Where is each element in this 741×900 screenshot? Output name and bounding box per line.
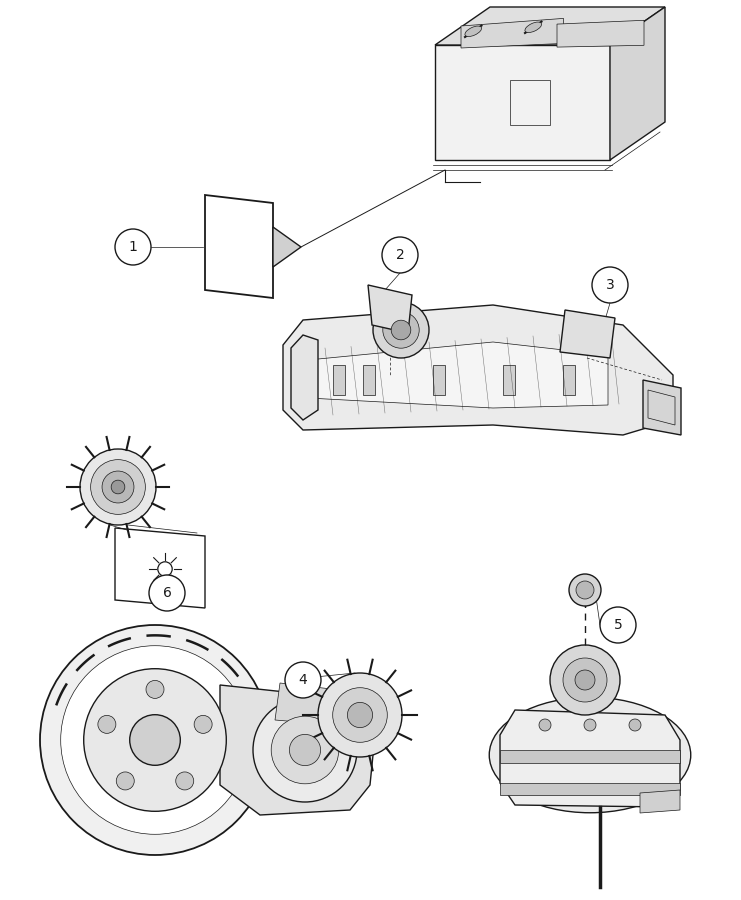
Polygon shape: [283, 305, 673, 435]
Circle shape: [290, 734, 321, 766]
Circle shape: [98, 716, 116, 733]
Polygon shape: [500, 710, 680, 807]
Polygon shape: [643, 380, 681, 435]
Circle shape: [176, 772, 193, 790]
Text: 6: 6: [162, 586, 171, 600]
Ellipse shape: [525, 22, 542, 32]
Polygon shape: [560, 310, 615, 358]
Circle shape: [194, 716, 212, 733]
Circle shape: [84, 669, 226, 811]
Circle shape: [115, 229, 151, 265]
Circle shape: [271, 716, 339, 784]
Polygon shape: [273, 227, 301, 267]
Polygon shape: [275, 683, 340, 725]
Text: 4: 4: [299, 673, 308, 687]
Circle shape: [40, 625, 270, 855]
Polygon shape: [461, 18, 563, 48]
Circle shape: [116, 772, 134, 790]
Circle shape: [575, 670, 595, 690]
Circle shape: [146, 680, 164, 698]
Circle shape: [592, 267, 628, 303]
Polygon shape: [640, 790, 680, 813]
Circle shape: [629, 719, 641, 731]
Circle shape: [550, 645, 620, 715]
Text: 2: 2: [396, 248, 405, 262]
Circle shape: [584, 719, 596, 731]
Polygon shape: [610, 7, 665, 160]
Circle shape: [563, 658, 607, 702]
Circle shape: [348, 702, 373, 727]
Circle shape: [383, 311, 419, 348]
Circle shape: [576, 581, 594, 599]
Circle shape: [80, 449, 156, 525]
Polygon shape: [500, 750, 680, 763]
Polygon shape: [333, 365, 345, 395]
Polygon shape: [435, 45, 610, 160]
Circle shape: [61, 645, 249, 834]
Circle shape: [285, 662, 321, 698]
Circle shape: [569, 574, 601, 606]
Circle shape: [253, 698, 357, 802]
Ellipse shape: [489, 698, 691, 813]
Circle shape: [539, 719, 551, 731]
Circle shape: [600, 607, 636, 643]
Circle shape: [111, 481, 124, 494]
Circle shape: [130, 715, 180, 765]
Text: 5: 5: [614, 618, 622, 632]
Circle shape: [382, 237, 418, 273]
Text: 1: 1: [128, 240, 137, 254]
Circle shape: [102, 471, 134, 503]
Circle shape: [373, 302, 429, 358]
Polygon shape: [563, 365, 575, 395]
Polygon shape: [503, 365, 515, 395]
Polygon shape: [291, 335, 318, 420]
Polygon shape: [205, 195, 273, 298]
Polygon shape: [500, 783, 680, 795]
Circle shape: [149, 575, 185, 611]
Circle shape: [90, 460, 145, 515]
Polygon shape: [308, 342, 608, 408]
Ellipse shape: [465, 26, 482, 37]
Polygon shape: [363, 365, 375, 395]
Polygon shape: [368, 285, 412, 333]
Polygon shape: [433, 365, 445, 395]
Circle shape: [318, 673, 402, 757]
Text: 3: 3: [605, 278, 614, 292]
Polygon shape: [220, 685, 375, 815]
Polygon shape: [557, 21, 644, 47]
Polygon shape: [115, 528, 205, 608]
Circle shape: [333, 688, 388, 742]
Polygon shape: [435, 7, 665, 45]
Circle shape: [391, 320, 411, 340]
